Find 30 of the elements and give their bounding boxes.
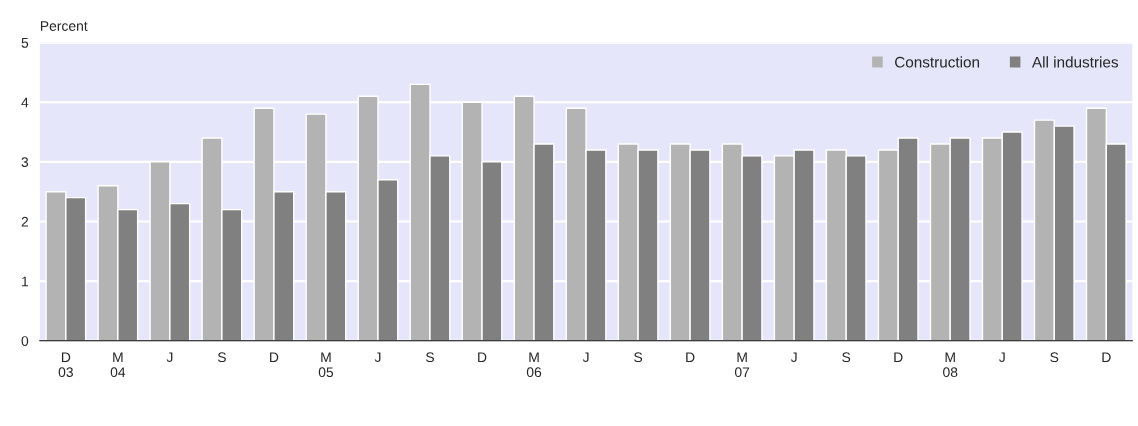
y-tick-label: 5 — [21, 38, 29, 48]
x-tick-label: J — [374, 352, 381, 363]
x-tick-label: M 07 — [734, 352, 750, 378]
x-tick-label: D — [1102, 352, 1111, 362]
y-tick-label: 1 — [22, 276, 29, 287]
x-tick-label: M 04 — [110, 352, 126, 378]
x-tick-label: J — [166, 352, 173, 363]
x-tick-label: S — [1050, 352, 1059, 363]
x-tick-label: D 03 — [58, 352, 73, 378]
x-tick-label: J — [582, 352, 589, 363]
y-tick-label: 0 — [21, 336, 29, 346]
x-tick-label: D — [686, 352, 695, 362]
x-tick-label: D — [478, 352, 487, 362]
x-tick-label: M 05 — [318, 352, 334, 378]
x-tick-label: S — [634, 352, 643, 363]
y-tick-label: 2 — [21, 216, 29, 227]
legend-label: All industries — [1031, 56, 1119, 68]
legend-label: Construction — [895, 56, 980, 68]
x-tick-label: D — [270, 352, 279, 362]
x-tick-label: M 08 — [943, 352, 958, 378]
x-tick-label: S — [217, 352, 226, 363]
x-tick-label: D — [894, 352, 903, 362]
y-tick-label: 3 — [21, 157, 29, 168]
x-tick-label: J — [999, 352, 1005, 363]
x-tick-label: J — [790, 352, 797, 363]
x-tick-label: M 06 — [526, 352, 542, 378]
y-axis-title: Percent — [40, 21, 88, 31]
y-tick-label: 4 — [21, 97, 29, 108]
x-tick-label: S — [842, 352, 851, 363]
x-tick-label: S — [426, 352, 434, 363]
